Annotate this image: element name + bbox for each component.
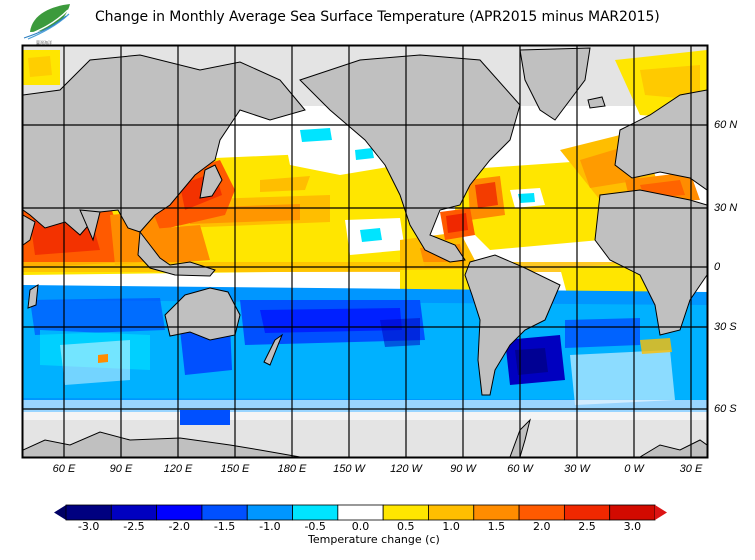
colorbar-tick-label: 2.0 — [532, 520, 551, 533]
lon-label: 60 E — [52, 463, 76, 475]
lon-label: 90 W — [450, 463, 476, 475]
graticule — [23, 46, 707, 457]
colorbar-swatch — [201, 504, 248, 521]
colorbar-swatch — [246, 504, 293, 521]
lat-label: 60 N — [714, 119, 738, 131]
colorbar-tick-label: -1.5 — [213, 520, 236, 533]
land-africa — [594, 189, 707, 336]
land-north-america — [299, 54, 521, 263]
lon-label: 30 W — [564, 463, 590, 475]
colorbar-swatch — [563, 504, 611, 521]
lat-label: 30 N — [714, 202, 738, 214]
colorbar-tick-label: 1.0 — [442, 520, 460, 533]
colorbar-swatch — [428, 504, 475, 521]
colorbar-tick-label: 0.5 — [397, 520, 415, 533]
land-south-america — [464, 254, 561, 396]
lon-label: 30 E — [679, 463, 703, 475]
lon-label: 90 E — [109, 463, 133, 475]
colorbar-swatch — [110, 504, 158, 521]
colorbar-tick-label: -0.5 — [304, 520, 326, 533]
colorbar-over-arrow — [655, 505, 667, 520]
colorbar-tick-label: -3.0 — [77, 520, 100, 533]
colorbar-swatch — [337, 504, 384, 521]
colorbar-swatch — [518, 504, 565, 521]
land-indonesia — [137, 230, 216, 277]
colorbar-tick-label: 1.5 — [487, 520, 506, 533]
colorbar-tick-label: 3.0 — [623, 520, 642, 533]
colorbar-under-arrow — [54, 505, 66, 520]
colorbar-swatch — [609, 504, 656, 521]
map-field — [23, 46, 707, 457]
logo-caption: 臺灣海洋 — [36, 39, 52, 45]
lon-label: 150 W — [333, 463, 365, 475]
land-greenland — [519, 47, 591, 121]
map-frame — [21, 44, 709, 459]
colorbar-title: Temperature change (c) — [308, 533, 440, 546]
colorbar-swatch — [292, 504, 339, 521]
lat-label: 60 S — [714, 403, 737, 415]
land-antarctica — [23, 431, 301, 457]
colorbar-swatch — [382, 504, 429, 521]
colorbar-swatch — [156, 504, 203, 521]
colorbar-tick-label: -1.0 — [259, 520, 281, 533]
land-new-zealand — [263, 333, 284, 366]
colorbar-swatch — [473, 504, 520, 521]
lat-label: 30 S — [714, 321, 737, 333]
colorbar-tick-label: -2.0 — [168, 520, 190, 533]
lon-label: 150 E — [220, 463, 250, 475]
land-japan — [199, 164, 223, 199]
land-europe — [614, 89, 707, 191]
lon-label: 60 W — [507, 463, 533, 475]
lon-label: 120 E — [163, 463, 193, 475]
colorbar-tick-label: -2.5 — [123, 520, 145, 533]
page-title: Change in Monthly Average Sea Surface Te… — [95, 9, 660, 25]
lon-label: 120 W — [390, 463, 422, 475]
colorbar-tick-label: 0.0 — [351, 520, 370, 533]
colorbar-swatch — [65, 504, 112, 521]
colorbar-tick-label: 2.5 — [578, 520, 596, 533]
lon-label: 0 W — [624, 463, 644, 475]
leaf-logo-icon: 臺灣海洋 — [23, 4, 70, 45]
lat-label: 0 — [714, 261, 721, 273]
lon-label: 180 E — [277, 463, 307, 475]
